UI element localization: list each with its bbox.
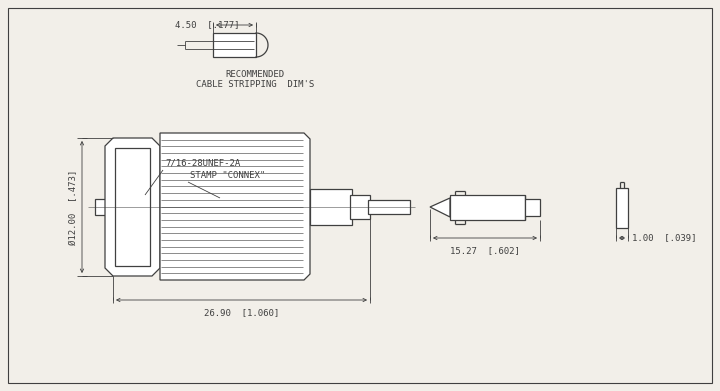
Bar xyxy=(616,188,628,228)
Text: 15.27  [.602]: 15.27 [.602] xyxy=(450,246,520,255)
Bar xyxy=(525,199,540,216)
Text: STAMP "CONNEX": STAMP "CONNEX" xyxy=(190,171,265,180)
Text: 4.50  [.177]: 4.50 [.177] xyxy=(175,20,240,29)
Text: 1.00  [.039]: 1.00 [.039] xyxy=(632,233,696,242)
Bar xyxy=(450,195,525,220)
Polygon shape xyxy=(160,133,310,280)
Bar xyxy=(310,189,352,225)
Text: RECOMMENDED: RECOMMENDED xyxy=(225,70,284,79)
Text: 26.90  [1.060]: 26.90 [1.060] xyxy=(204,308,279,317)
Bar xyxy=(115,148,150,266)
Text: CABLE STRIPPING  DIM'S: CABLE STRIPPING DIM'S xyxy=(196,80,314,89)
Bar xyxy=(213,33,256,57)
Text: Ø12.00  [.473]: Ø12.00 [.473] xyxy=(70,169,78,245)
Bar xyxy=(95,199,110,215)
Text: 7/16-28UNEF-2A: 7/16-28UNEF-2A xyxy=(165,159,240,168)
Bar xyxy=(368,200,410,214)
Bar xyxy=(350,195,370,219)
Polygon shape xyxy=(430,198,450,217)
Polygon shape xyxy=(105,138,160,276)
